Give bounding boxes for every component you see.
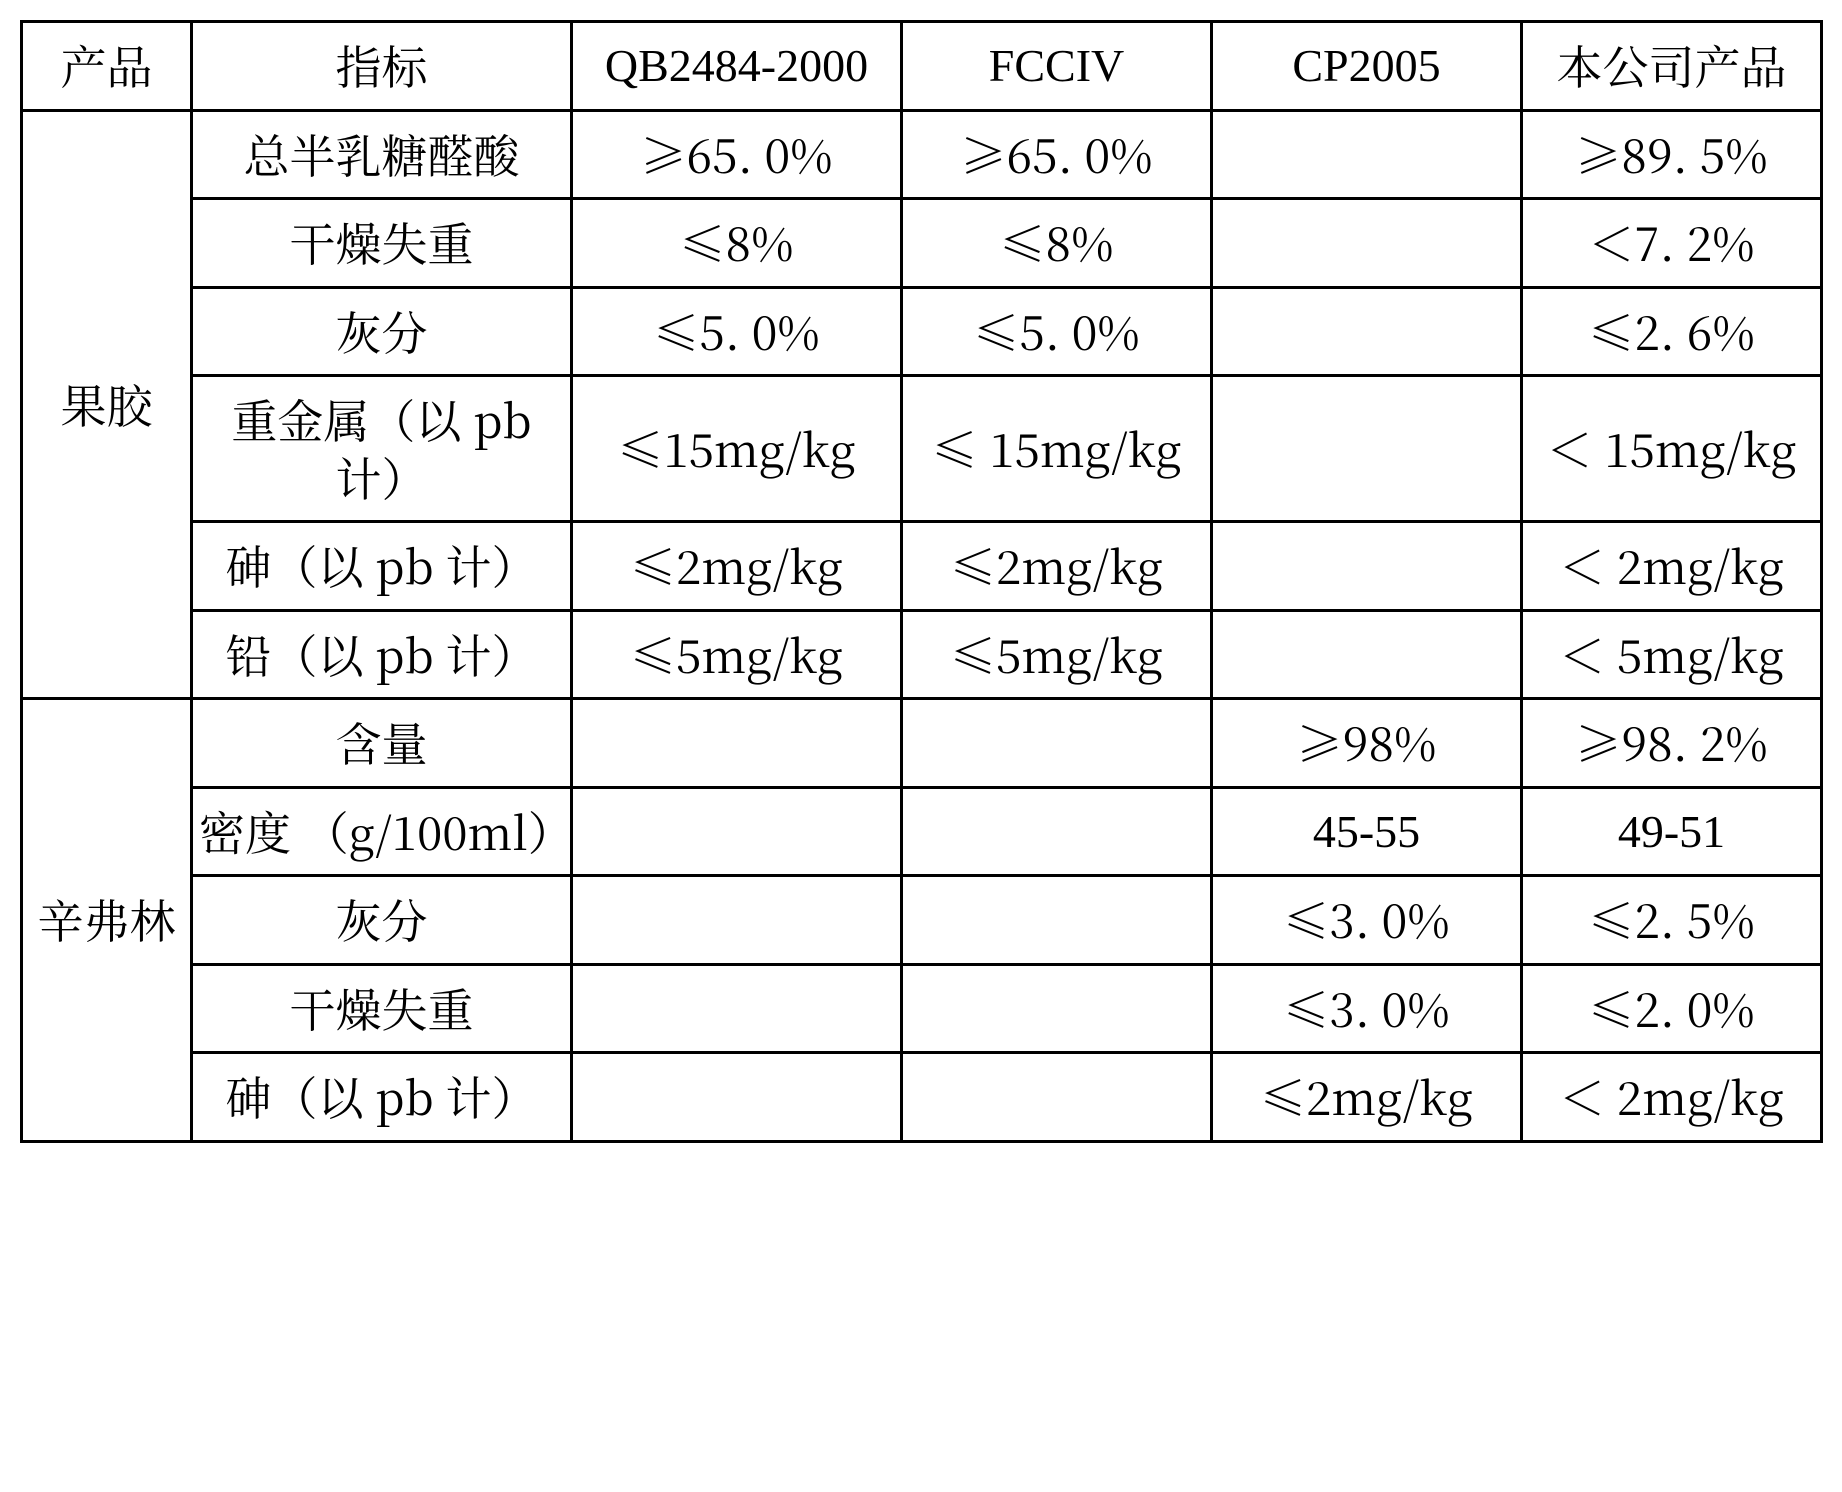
cell-cp: ≤2mg/kg <box>1212 1053 1522 1142</box>
cell-fcc: ≤8% <box>902 199 1212 288</box>
table-row: 果胶 总半乳糖醛酸 ≥65. 0% ≥65. 0% ≥89. 5% <box>22 110 1822 199</box>
col-company: 本公司产品 <box>1522 22 1822 111</box>
table-header-row: 产品 指标 QB2484-2000 FCCIV CP2005 本公司产品 <box>22 22 1822 111</box>
table-row: 铅（以 pb 计） ≤5mg/kg ≤5mg/kg ＜ 5mg/kg <box>22 610 1822 699</box>
cell-indicator: 干燥失重 <box>192 199 572 288</box>
cell-cp <box>1212 522 1522 611</box>
cell-qb <box>572 787 902 876</box>
cell-indicator: 砷（以 pb 计） <box>192 1053 572 1142</box>
cell-co: ＜ 15mg/kg <box>1522 376 1822 522</box>
cell-co: ≥98. 2% <box>1522 699 1822 788</box>
cell-qb: ≤2mg/kg <box>572 522 902 611</box>
cell-indicator: 砷（以 pb 计） <box>192 522 572 611</box>
cell-fcc: ≤ 15mg/kg <box>902 376 1212 522</box>
cell-cp: ≥98% <box>1212 699 1522 788</box>
cell-co: ＜7. 2% <box>1522 199 1822 288</box>
group-synephrine: 辛弗林 <box>22 699 192 1142</box>
cell-qb <box>572 876 902 965</box>
cell-fcc <box>902 699 1212 788</box>
cell-fcc: ≥65. 0% <box>902 110 1212 199</box>
cell-indicator: 含量 <box>192 699 572 788</box>
cell-co: ＜ 2mg/kg <box>1522 522 1822 611</box>
col-fcc: FCCIV <box>902 22 1212 111</box>
cell-fcc: ≤5. 0% <box>902 287 1212 376</box>
cell-cp <box>1212 110 1522 199</box>
group-pectin: 果胶 <box>22 110 192 699</box>
cell-co: ＜ 5mg/kg <box>1522 610 1822 699</box>
cell-co: ≤2. 6% <box>1522 287 1822 376</box>
cell-cp <box>1212 610 1522 699</box>
cell-co: ≤2. 0% <box>1522 964 1822 1053</box>
cell-indicator: 铅（以 pb 计） <box>192 610 572 699</box>
cell-co: 49-51 <box>1522 787 1822 876</box>
cell-indicator: 灰分 <box>192 876 572 965</box>
cell-cp <box>1212 287 1522 376</box>
cell-fcc <box>902 964 1212 1053</box>
cell-cp: ≤3. 0% <box>1212 964 1522 1053</box>
cell-co: ＜ 2mg/kg <box>1522 1053 1822 1142</box>
cell-co: ≥89. 5% <box>1522 110 1822 199</box>
cell-indicator: 重金属（以 pb 计） <box>192 376 572 522</box>
table-row: 灰分 ≤3. 0% ≤2. 5% <box>22 876 1822 965</box>
table-row: 重金属（以 pb 计） ≤15mg/kg ≤ 15mg/kg ＜ 15mg/kg <box>22 376 1822 522</box>
col-indicator: 指标 <box>192 22 572 111</box>
cell-qb: ≤5. 0% <box>572 287 902 376</box>
table-row: 灰分 ≤5. 0% ≤5. 0% ≤2. 6% <box>22 287 1822 376</box>
col-product: 产品 <box>22 22 192 111</box>
cell-qb <box>572 1053 902 1142</box>
spec-table: 产品 指标 QB2484-2000 FCCIV CP2005 本公司产品 果胶 … <box>20 20 1823 1143</box>
cell-qb <box>572 964 902 1053</box>
table-row: 砷（以 pb 计） ≤2mg/kg ≤2mg/kg ＜ 2mg/kg <box>22 522 1822 611</box>
cell-indicator: 总半乳糖醛酸 <box>192 110 572 199</box>
table-row: 干燥失重 ≤8% ≤8% ＜7. 2% <box>22 199 1822 288</box>
cell-qb: ≤8% <box>572 199 902 288</box>
col-qb: QB2484-2000 <box>572 22 902 111</box>
cell-qb: ≤5mg/kg <box>572 610 902 699</box>
cell-cp <box>1212 199 1522 288</box>
cell-indicator: 密度 （g/100ml） <box>192 787 572 876</box>
cell-qb: ≥65. 0% <box>572 110 902 199</box>
cell-cp: ≤3. 0% <box>1212 876 1522 965</box>
cell-cp: 45-55 <box>1212 787 1522 876</box>
cell-indicator: 灰分 <box>192 287 572 376</box>
cell-qb <box>572 699 902 788</box>
cell-indicator: 干燥失重 <box>192 964 572 1053</box>
table-row: 辛弗林 含量 ≥98% ≥98. 2% <box>22 699 1822 788</box>
table-row: 密度 （g/100ml） 45-55 49-51 <box>22 787 1822 876</box>
cell-co: ≤2. 5% <box>1522 876 1822 965</box>
col-cp: CP2005 <box>1212 22 1522 111</box>
cell-fcc <box>902 876 1212 965</box>
table-row: 砷（以 pb 计） ≤2mg/kg ＜ 2mg/kg <box>22 1053 1822 1142</box>
cell-fcc: ≤2mg/kg <box>902 522 1212 611</box>
cell-cp <box>1212 376 1522 522</box>
cell-fcc <box>902 1053 1212 1142</box>
cell-fcc <box>902 787 1212 876</box>
cell-qb: ≤15mg/kg <box>572 376 902 522</box>
table-row: 干燥失重 ≤3. 0% ≤2. 0% <box>22 964 1822 1053</box>
cell-fcc: ≤5mg/kg <box>902 610 1212 699</box>
